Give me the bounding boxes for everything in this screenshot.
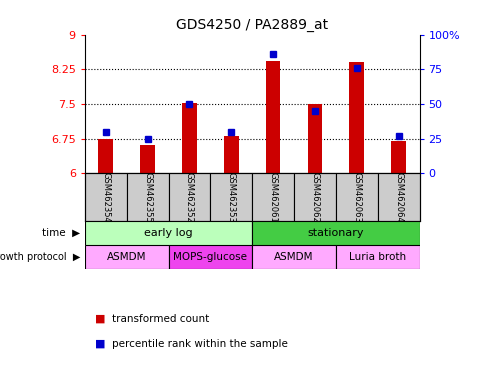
Text: time  ▶: time ▶	[42, 228, 80, 238]
Bar	[140, 145, 154, 173]
Bar	[126, 173, 168, 221]
Bar	[252, 221, 419, 245]
Bar	[252, 245, 335, 269]
Text: MOPS-glucose: MOPS-glucose	[173, 252, 247, 262]
Text: stationary: stationary	[307, 228, 363, 238]
Bar	[335, 173, 377, 221]
Bar	[335, 245, 419, 269]
Text: early log: early log	[144, 228, 193, 238]
Text: GSM462354: GSM462354	[101, 172, 110, 223]
Text: GSM462352: GSM462352	[184, 172, 194, 223]
Bar	[85, 221, 252, 245]
Bar	[98, 139, 113, 173]
Bar	[293, 173, 335, 221]
Bar	[85, 245, 168, 269]
Bar	[224, 136, 238, 173]
Text: GSM462062: GSM462062	[310, 172, 319, 223]
Bar	[168, 245, 252, 269]
Text: ASMDM: ASMDM	[274, 252, 313, 262]
Text: GSM462063: GSM462063	[351, 172, 361, 223]
Bar	[210, 173, 252, 221]
Bar	[85, 173, 126, 221]
Bar	[349, 62, 363, 173]
Bar	[252, 173, 293, 221]
Text: percentile rank within the sample: percentile rank within the sample	[111, 339, 287, 349]
Bar	[265, 61, 280, 173]
Title: GDS4250 / PA2889_at: GDS4250 / PA2889_at	[176, 18, 328, 32]
Text: GSM462061: GSM462061	[268, 172, 277, 223]
Text: GSM462064: GSM462064	[393, 172, 402, 223]
Text: GSM462353: GSM462353	[227, 172, 235, 223]
Text: growth protocol  ▶: growth protocol ▶	[0, 252, 80, 262]
Text: ASMDM: ASMDM	[107, 252, 146, 262]
Bar	[307, 104, 321, 173]
Text: GSM462355: GSM462355	[143, 172, 152, 223]
Text: Luria broth: Luria broth	[348, 252, 406, 262]
Text: ■: ■	[94, 314, 105, 324]
Bar	[391, 141, 405, 173]
Text: transformed count: transformed count	[111, 314, 209, 324]
Bar	[168, 173, 210, 221]
Text: ■: ■	[94, 339, 105, 349]
Bar	[182, 103, 197, 173]
Bar	[377, 173, 419, 221]
